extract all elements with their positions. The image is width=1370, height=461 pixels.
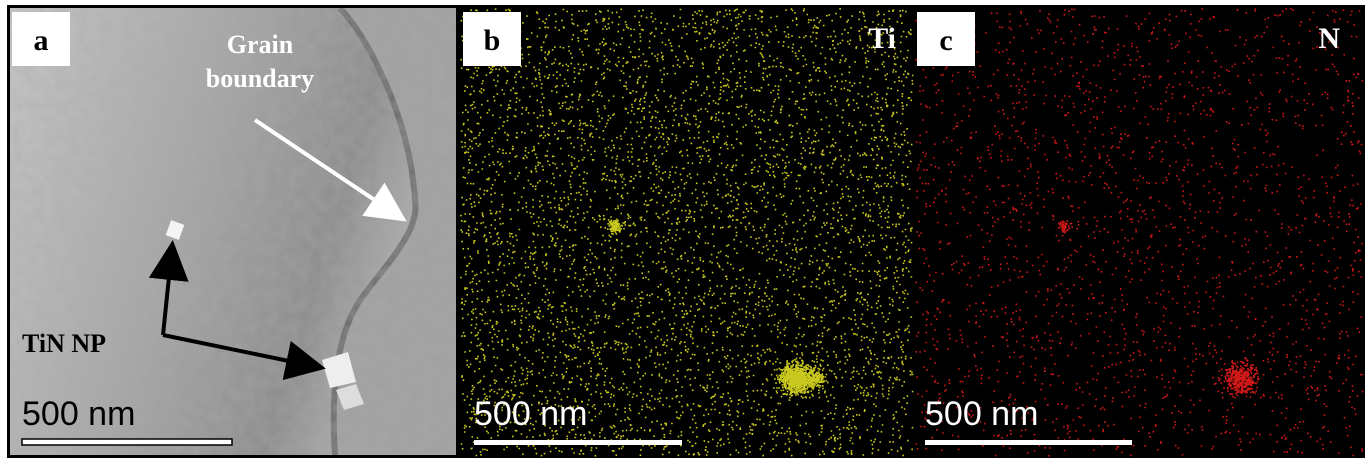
annotation-box: Grain boundary [205,30,315,93]
scale-bar [474,440,682,445]
particle [165,220,185,240]
eds-map [460,8,912,455]
annotation: TiN NP [22,329,106,358]
texture [10,8,456,455]
eds-map [915,8,1362,455]
element-label: N [1318,22,1340,55]
scale-bar-label: 500 nm [22,395,135,433]
panel-label: c [939,24,952,57]
eds-signal [915,8,1364,457]
panel-label: a [34,24,49,57]
panel-label: b [484,24,501,57]
scale-bar-label: 500 nm [925,395,1038,433]
arrow [148,240,189,336]
scale-bar [925,440,1132,445]
scale-bar [21,438,233,446]
label-box [463,12,521,66]
panel-c: c N 500 nm [915,8,1364,457]
label-box [917,12,975,66]
label-box [12,12,70,66]
scale-bar-label: 500 nm [474,395,587,433]
particle [336,384,364,410]
panel-a: a Grain boundary TiN NP 500 nm [10,8,456,455]
arrow [253,118,407,222]
arrow [162,333,326,381]
eds-signal [460,8,914,457]
element-label: Ti [868,22,896,55]
annotation: Grain boundary [205,30,315,93]
panel-b: b Ti 500 nm [460,8,914,457]
particle [322,352,356,388]
